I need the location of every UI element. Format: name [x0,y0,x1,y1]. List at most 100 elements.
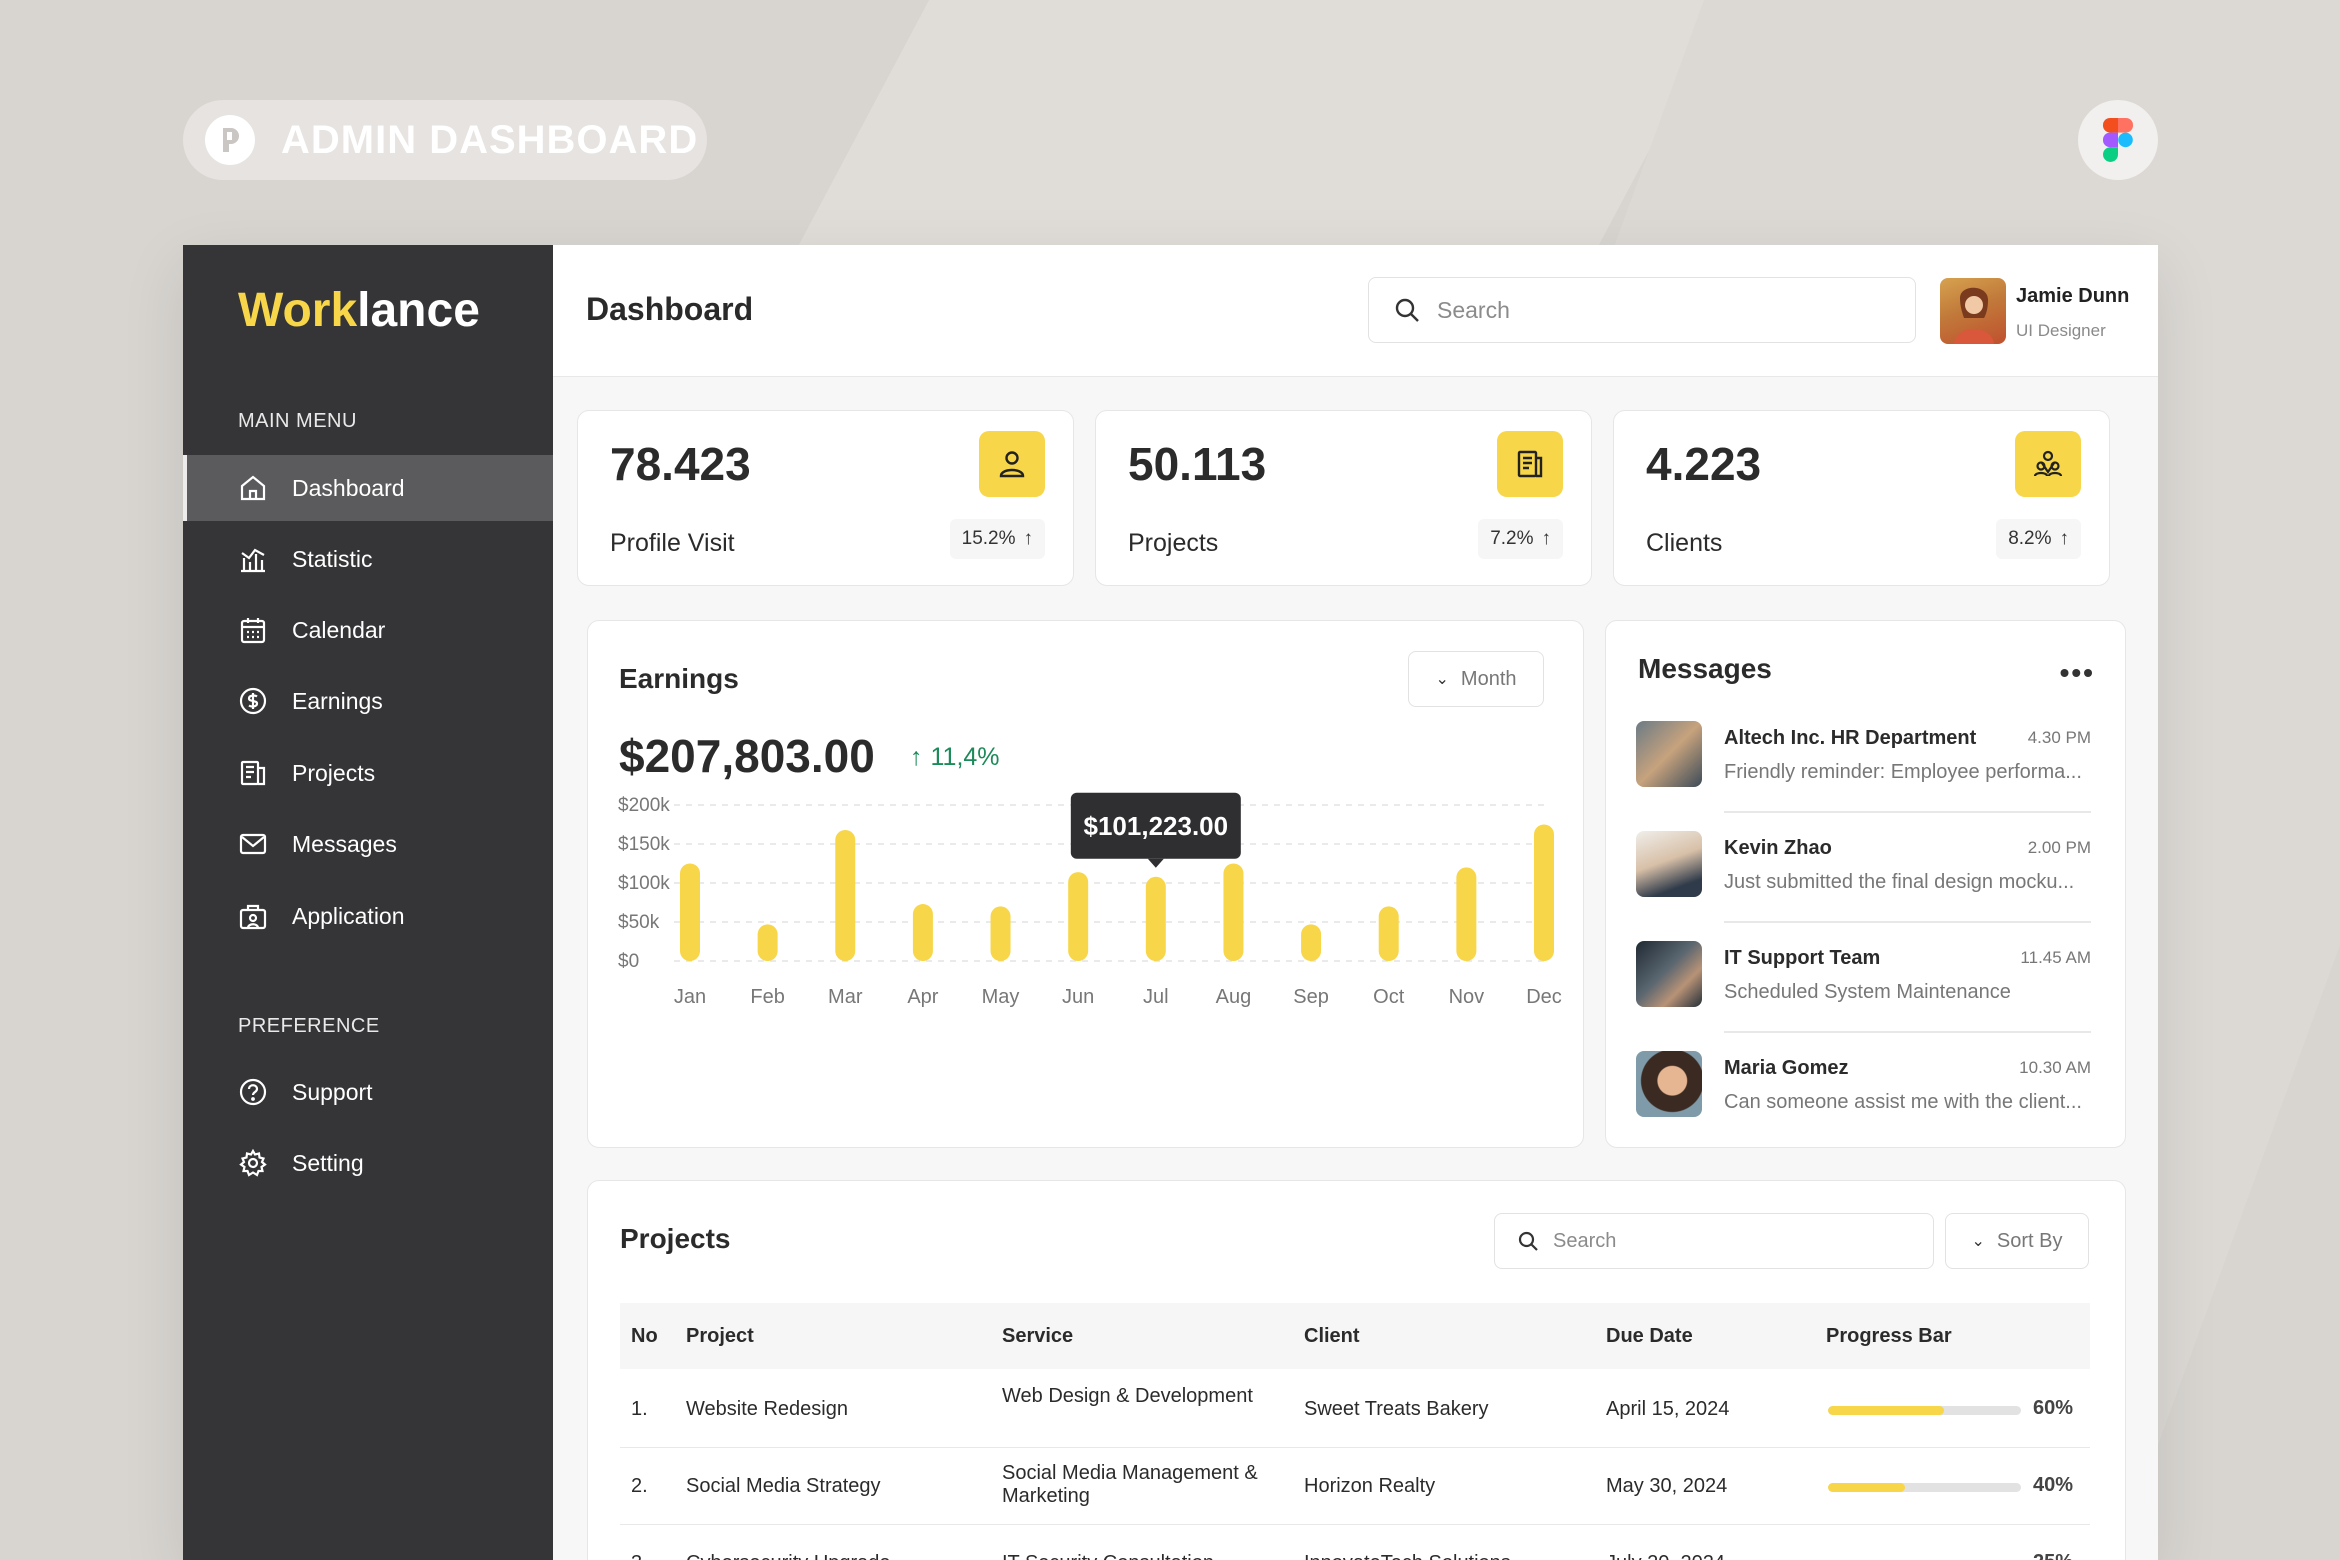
divider [1724,811,2091,813]
sidebar-item-support[interactable]: Support [183,1059,553,1125]
table-row[interactable]: 1. Website Redesign Web Design & Develop… [620,1371,2090,1448]
sidebar-item-label: Setting [292,1149,364,1176]
y-tick-label: $100k [618,873,670,894]
cell-due-date: May 30, 2024 [1606,1475,1728,1497]
bar-feb [757,924,778,961]
progress-bar [1828,1483,2021,1492]
message-item[interactable]: IT Support Team 11.45 AM Scheduled Syste… [1636,941,2091,1049]
stat-card-projects: 50.113 Projects 7.2% ↑ [1095,410,1592,586]
sort-label: Sort By [1996,1229,2063,1252]
cell-service: Web Design & Development [1002,1385,1253,1407]
sidebar-item-label: Projects [292,759,376,786]
sidebar-item-statistic[interactable]: Statistic [183,526,553,592]
message-preview: Can someone assist me with the client... [1724,1091,2082,1113]
header: Dashboard Jamie Dunn UI Designer [553,245,2158,377]
stat-label: Clients [1646,529,1723,557]
x-tick-label: Aug [1216,986,1252,1008]
y-tick-label: $0 [618,951,639,972]
earnings-card: Earnings ⌄ Month $207,803.00 ↑ 11,4% $200… [587,620,1584,1148]
x-tick-label: Jun [1062,986,1094,1008]
x-tick-label: Sep [1293,986,1329,1008]
sidebar-item-earnings[interactable]: Earnings [183,668,553,734]
projects-icon [238,758,268,788]
divider [1724,921,2091,923]
search-icon [1395,298,1419,322]
sidebar-item-setting[interactable]: Setting [183,1130,553,1196]
calendar-icon [238,615,268,645]
header-search[interactable] [1368,277,1916,343]
sidebar-item-label: Earnings [292,687,383,714]
table-row[interactable]: 2. Social Media Strategy Social Media Ma… [620,1448,2090,1525]
sidebar-item-label: Dashboard [292,474,405,501]
column-header-service[interactable]: Service [1002,1325,1074,1347]
column-header-due-date[interactable]: Due Date [1606,1325,1693,1347]
arrow-up-icon: ↑ [910,743,923,771]
projects-search[interactable] [1494,1213,1934,1269]
sort-by-dropdown[interactable]: ⌄ Sort By [1945,1213,2089,1269]
message-item[interactable]: Maria Gomez 10.30 AM Can someone assist … [1636,1051,2091,1159]
message-time: 2.00 PM [2027,838,2091,857]
sidebar-item-calendar[interactable]: Calendar [183,597,553,663]
brand-pill: ADMIN DASHBOARD [183,100,707,180]
column-header-client[interactable]: Client [1304,1325,1360,1347]
avatar[interactable] [1940,278,2006,344]
message-preview: Just submitted the final design mocku... [1724,871,2075,893]
logo-part-1: Work [238,284,358,337]
stat-change: 7.2% [1490,528,1534,549]
stat-value: 78.423 [610,438,751,490]
messages-title: Messages [1638,653,1772,684]
arrow-up-icon: ↑ [1541,528,1552,549]
messages-card: Messages ••• Altech Inc. HR Department 4… [1605,620,2126,1148]
y-tick-label: $150k [618,834,670,855]
table-header: No Project Service Client Due Date Progr… [620,1303,2090,1369]
more-options-icon[interactable]: ••• [2059,657,2095,688]
arrow-up-icon: ↑ [2059,528,2070,549]
arrow-up-icon: ↑ [1023,528,1034,549]
progress-percent: 40% [2033,1474,2074,1496]
cell-client: InnovateTech Solutions [1304,1552,1511,1560]
message-sender: Maria Gomez [1724,1057,1849,1079]
cell-project: Cybersecurity Upgrade [686,1552,891,1560]
stat-change-badge: 8.2% ↑ [1996,519,2081,559]
column-header-project[interactable]: Project [686,1325,754,1347]
stat-label: Projects [1128,529,1219,557]
figma-icon [2078,100,2158,180]
cell-project: Website Redesign [686,1398,848,1420]
message-item[interactable]: Altech Inc. HR Department 4.30 PM Friend… [1636,721,2091,829]
sidebar-item-projects[interactable]: Projects [183,740,553,806]
logo-part-2: lance [357,284,480,337]
sender-avatar [1636,831,1702,897]
banner-title: ADMIN DASHBOARD [281,117,699,162]
table-row[interactable]: 3. Cybersecurity Upgrade IT Security Con… [620,1525,2090,1560]
chevron-down-icon: ⌄ [1971,1233,1985,1250]
period-dropdown[interactable]: ⌄ Month [1408,651,1544,707]
column-header-progress[interactable]: Progress Bar [1826,1325,1952,1347]
sidebar-item-messages[interactable]: Messages [183,811,553,877]
sidebar-item-application[interactable]: Application [183,883,553,949]
y-tick-label: $50k [618,912,660,933]
sidebar-item-dashboard[interactable]: Dashboard [183,455,553,521]
user-icon [979,431,1045,497]
cell-no: 2. [631,1475,648,1497]
message-time: 4.30 PM [2027,728,2091,747]
x-tick-label: Apr [907,986,938,1008]
bar-mar [835,829,856,961]
bar-oct [1378,906,1399,961]
progress-percent: 60% [2033,1397,2074,1419]
column-header-no[interactable]: No [631,1325,658,1347]
cell-service: IT Security Consultation [1002,1552,1282,1560]
search-input[interactable] [1437,296,1877,324]
page-title: Dashboard [586,291,754,327]
projects-search-input[interactable] [1553,1229,1933,1253]
stat-label: Profile Visit [610,529,735,557]
search-icon [1518,1231,1538,1251]
bar-sep [1301,924,1322,961]
sender-avatar [1636,1051,1702,1117]
cell-client: Sweet Treats Bakery [1304,1398,1489,1420]
statistic-icon [238,544,268,574]
bar-jun [1068,872,1089,961]
message-item[interactable]: Kevin Zhao 2.00 PM Just submitted the fi… [1636,831,2091,939]
app-logo[interactable]: Worklance [238,283,480,338]
x-tick-label: Nov [1449,986,1485,1008]
progress-percent: 25% [2033,1551,2073,1560]
